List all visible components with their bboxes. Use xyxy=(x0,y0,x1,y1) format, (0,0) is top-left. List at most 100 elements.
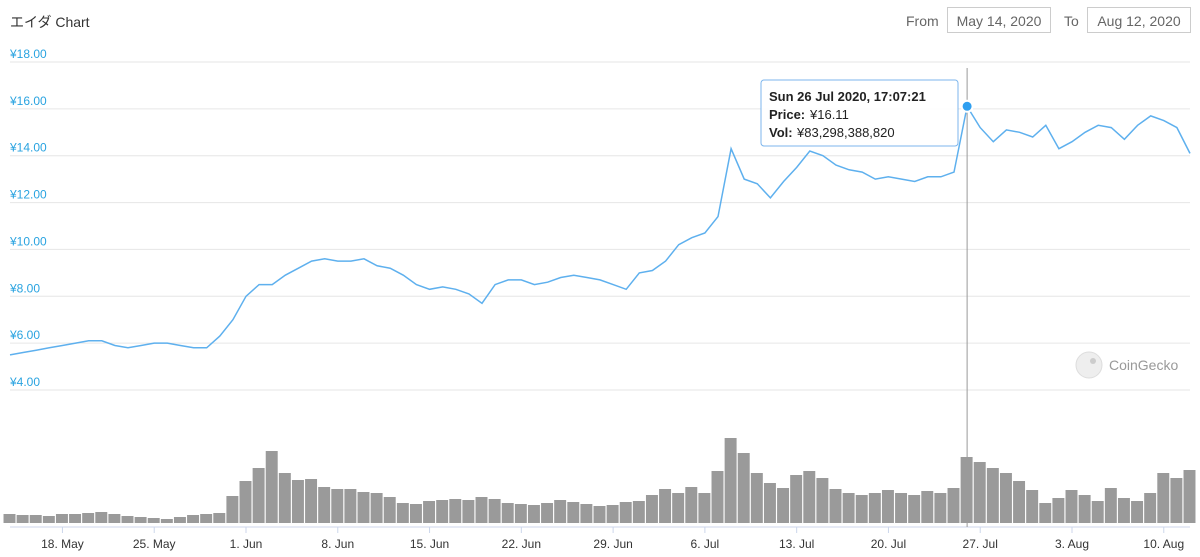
volume-bar xyxy=(632,501,645,523)
volume-bar xyxy=(790,475,803,523)
x-tick-label: 18. May xyxy=(41,537,84,551)
volume-bar xyxy=(711,471,724,523)
volume-bar xyxy=(42,516,55,523)
x-tick-label: 8. Jun xyxy=(321,537,354,551)
volume-bar xyxy=(121,516,134,523)
to-date-input[interactable]: Aug 12, 2020 xyxy=(1087,7,1191,33)
volume-bar xyxy=(29,515,42,523)
y-tick-label: ¥10.00 xyxy=(9,234,47,248)
volume-bar xyxy=(331,489,344,523)
volume-bar xyxy=(895,493,908,523)
volume-bar xyxy=(55,514,68,523)
volume-bar xyxy=(1170,478,1183,523)
x-tick-label: 3. Aug xyxy=(1055,537,1089,551)
volume-bar xyxy=(881,490,894,523)
to-label: To xyxy=(1064,13,1079,29)
volume-bar xyxy=(1157,473,1170,523)
x-axis-ticks: 18. May 25. May 1. Jun 8. Jun 15. Jun 22. Jun… xyxy=(41,527,1184,551)
volume-bar xyxy=(973,462,986,523)
volume-bar xyxy=(160,519,173,523)
volume-bar xyxy=(986,468,999,523)
volume-bar xyxy=(436,500,449,523)
volume-bar xyxy=(842,493,855,523)
volume-bar xyxy=(606,505,619,523)
volume-bar xyxy=(514,504,527,523)
volume-bar xyxy=(344,489,357,523)
y-tick-label: ¥14.00 xyxy=(9,141,47,155)
volume-bar xyxy=(908,495,921,523)
volume-bar xyxy=(173,517,186,523)
volume-bar xyxy=(750,473,763,523)
volume-bar xyxy=(69,514,82,523)
volume-bar xyxy=(108,514,121,523)
watermark-text: CoinGecko xyxy=(1109,357,1178,373)
x-tick-label: 22. Jun xyxy=(502,537,541,551)
from-date-input[interactable]: May 14, 2020 xyxy=(947,7,1051,33)
chart-title: エイダ Chart xyxy=(10,14,90,30)
tooltip-date: Sun 26 Jul 2020, 17:07:21 xyxy=(769,89,926,104)
volume-bar xyxy=(291,480,304,523)
volume-bar xyxy=(462,500,475,523)
volume-bar xyxy=(659,489,672,523)
volume-bar xyxy=(226,496,239,523)
volume-bar xyxy=(239,481,252,523)
volume-bar xyxy=(1144,493,1157,523)
x-tick-label: 13. Jul xyxy=(779,537,814,551)
volume-bar xyxy=(1117,498,1130,523)
volume-bar xyxy=(541,503,554,523)
volume-bar xyxy=(82,513,95,523)
volume-bar xyxy=(1183,470,1196,523)
x-tick-label: 29. Jun xyxy=(593,537,632,551)
volume-bar xyxy=(278,473,291,523)
y-tick-label: ¥4.00 xyxy=(9,375,40,389)
x-tick-label: 6. Jul xyxy=(691,537,720,551)
tooltip: Sun 26 Jul 2020, 17:07:21 Price: ¥16.11 … xyxy=(760,79,959,147)
x-tick-label: 27. Jul xyxy=(963,537,998,551)
volume-bar xyxy=(475,497,488,523)
volume-bar xyxy=(1131,501,1144,523)
volume-bar xyxy=(1091,501,1104,523)
volume-bar xyxy=(593,506,606,523)
volume-bar xyxy=(383,497,396,523)
volume-bar xyxy=(147,518,160,523)
volume-bar xyxy=(16,515,29,523)
volume-bar xyxy=(645,495,658,523)
volume-bar xyxy=(1104,488,1117,523)
volume-bar xyxy=(619,502,632,523)
volume-bar xyxy=(3,514,16,523)
volume-bar xyxy=(1026,490,1039,523)
y-tick-label: ¥16.00 xyxy=(9,94,47,108)
price-line[interactable] xyxy=(9,104,1191,356)
volume-bar xyxy=(134,517,147,523)
volume-bar xyxy=(1065,490,1078,523)
volume-bar xyxy=(803,471,816,523)
volume-bar xyxy=(187,515,200,523)
volume-bar xyxy=(777,488,790,523)
volume-bar xyxy=(567,502,580,523)
volume-bar xyxy=(396,503,409,523)
y-axis-ticks: ¥4.00 ¥6.00 ¥8.00 ¥10.00 ¥12.00 ¥14.00 ¥16.00 ¥… xyxy=(9,47,47,389)
volume-bar xyxy=(698,493,711,523)
x-tick-label: 25. May xyxy=(133,537,176,551)
volume-bar xyxy=(763,483,776,523)
tooltip-vol-label: Vol: xyxy=(769,125,793,140)
volume-bar xyxy=(868,493,881,523)
volume-bar xyxy=(409,504,422,523)
gecko-logo-icon xyxy=(1075,351,1103,379)
volume-bar xyxy=(816,478,829,523)
volume-bar xyxy=(1013,481,1026,523)
volume-bar xyxy=(685,487,698,523)
volume-bar xyxy=(318,487,331,523)
tooltip-price-value: ¥16.11 xyxy=(809,107,849,122)
x-tick-label: 1. Jun xyxy=(230,537,263,551)
volume-bars xyxy=(3,438,1196,523)
volume-bar xyxy=(449,499,462,523)
volume-bar xyxy=(357,492,370,523)
volume-bar xyxy=(213,513,226,523)
volume-bar xyxy=(829,489,842,523)
x-tick-label: 15. Jun xyxy=(410,537,449,551)
from-label: From xyxy=(906,13,939,29)
hover-point-marker[interactable] xyxy=(960,99,974,113)
volume-bar xyxy=(1039,503,1052,523)
